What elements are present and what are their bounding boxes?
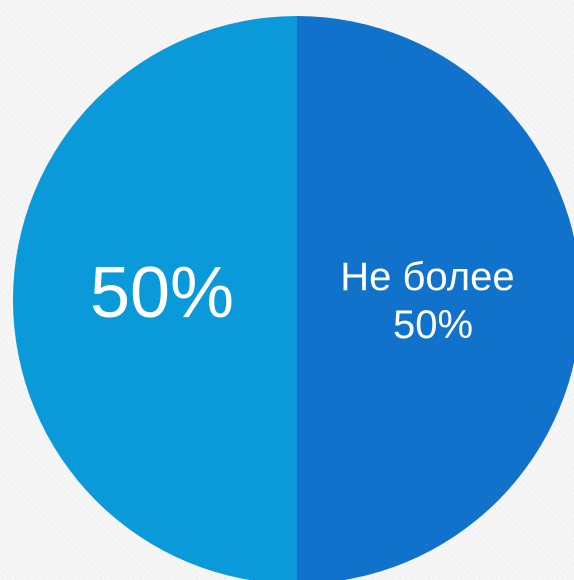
slice-label-second-line-2: 50%	[393, 303, 473, 347]
slice-label-second-line-1: Не более	[340, 255, 514, 299]
slice-label-first: 50%	[90, 253, 234, 333]
